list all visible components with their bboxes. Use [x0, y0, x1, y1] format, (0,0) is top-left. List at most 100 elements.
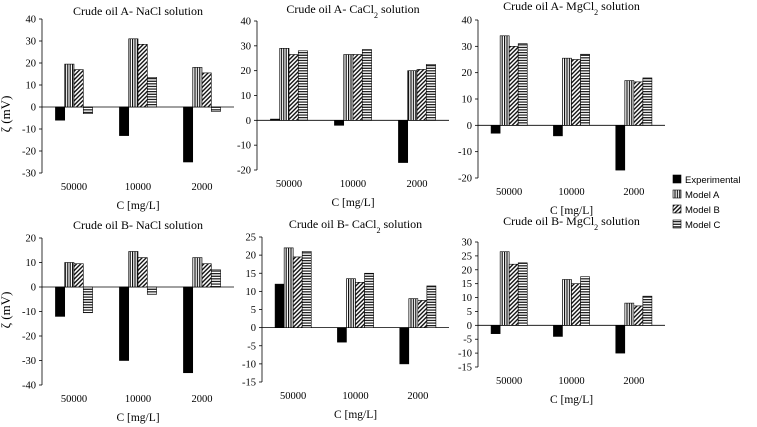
x-tick-label: 50000: [496, 187, 522, 198]
panel-title: Crude oil B- NaCl solution: [73, 218, 203, 232]
y-tick-label: 10: [462, 95, 473, 106]
y-tick-label: 40: [241, 17, 252, 28]
y-tick-label: -5: [463, 335, 472, 346]
y-tick-label: 15: [246, 269, 257, 280]
bar-model-a-10000: [343, 54, 354, 121]
panel-6: Crude oil B- MgCl2 solution -15 -10 -5 0 5 10 1…: [458, 214, 665, 406]
x-tick-label: 2000: [192, 182, 213, 193]
bar-model-b-50000: [73, 263, 84, 288]
bar-model-c-2000: [425, 64, 436, 121]
bar-model-a-2000: [192, 257, 203, 288]
x-tick-label: 50000: [280, 391, 306, 402]
x-axis-label: C [mg/L]: [550, 394, 593, 406]
panel-5: Crude oil B- CaCl2 solution -15 -10 -5 0 5 10 1…: [242, 217, 449, 421]
y-tick-label: 0: [467, 121, 472, 132]
bar-experimental-50000: [55, 286, 66, 317]
y-tick-label: -40: [22, 381, 36, 392]
bar-model-b-10000: [352, 54, 363, 121]
bar-experimental-2000: [615, 325, 626, 354]
x-tick-label: 2000: [407, 391, 428, 402]
bar-experimental-10000: [334, 120, 345, 126]
y-tick-label: 20: [246, 251, 257, 262]
y-tick-label: 10: [26, 258, 37, 269]
bar-model-b-2000: [201, 263, 212, 288]
y-tick-label: 0: [467, 321, 472, 332]
bar-model-a-10000: [562, 279, 572, 326]
bar-model-a-50000: [499, 251, 510, 326]
y-tick-label: 0: [251, 323, 256, 334]
x-tick-label: 50000: [276, 179, 302, 190]
bar-model-c-2000: [426, 285, 437, 328]
bar-model-a-50000: [64, 262, 75, 288]
legend-swatch-experimental: [672, 174, 682, 184]
y-tick-label: 30: [462, 42, 473, 53]
legend: Experimental Model A Model B Model C: [672, 174, 740, 231]
bar-model-a-50000: [283, 247, 294, 328]
x-axis-label: C [mg/L]: [331, 197, 374, 209]
y-tick-label: 0: [31, 283, 36, 294]
y-tick-label: 10: [462, 293, 473, 304]
bar-experimental-10000: [119, 106, 130, 136]
y-tick-label: 25: [462, 251, 473, 262]
bar-model-c-10000: [146, 286, 157, 295]
x-tick-label: 50000: [61, 394, 87, 405]
y-tick-label: 5: [251, 305, 256, 316]
bar-model-c-10000: [364, 272, 374, 328]
y-tick-label: 10: [241, 91, 252, 102]
panel-2: Crude oil A- CaCl2 solution -20 -10 0 10 20 30…: [237, 2, 449, 209]
y-axis-label-top: ζ (mV): [0, 96, 13, 133]
y-tick-label: 15: [462, 279, 473, 290]
bar-model-c-50000: [82, 286, 93, 314]
y-tick-label: 20: [241, 66, 252, 77]
legend-label-model-b: Model B: [685, 205, 720, 216]
y-tick-label: 10: [246, 287, 257, 298]
y-tick-label: -20: [237, 166, 251, 177]
bar-experimental-10000: [337, 327, 347, 343]
bar-model-c-10000: [146, 77, 157, 108]
y-tick-label: -15: [242, 378, 256, 389]
bar-model-a-50000: [499, 35, 510, 126]
y-tick-label: -10: [458, 147, 472, 158]
panel-4: Crude oil B- NaCl solution -40 -30 -20 -10 0 1…: [22, 218, 234, 424]
y-tick-label: 10: [26, 81, 37, 92]
y-tick-label: -10: [242, 359, 256, 370]
bar-model-c-2000: [642, 77, 653, 126]
bar-model-b-10000: [355, 282, 365, 328]
bar-model-c-50000: [517, 262, 528, 326]
y-tick-label: -10: [22, 125, 36, 136]
y-tick-label: 20: [26, 234, 37, 245]
bar-model-c-50000: [301, 251, 312, 328]
panel-title: Crude oil A- NaCl solution: [73, 4, 203, 18]
legend-label-experimental: Experimental: [685, 175, 740, 186]
bar-model-a-2000: [624, 302, 635, 326]
legend-label-model-c: Model C: [685, 220, 721, 231]
bar-model-a-2000: [408, 298, 419, 328]
x-axis-label: C [mg/L]: [550, 205, 593, 217]
y-tick-label: 30: [241, 41, 252, 52]
y-tick-label: -10: [237, 141, 251, 152]
y-tick-label: 0: [31, 103, 36, 114]
panel-title: Crude oil A- MgCl2 solution: [503, 0, 640, 17]
bar-model-c-2000: [210, 106, 221, 112]
x-tick-label: 2000: [407, 179, 428, 190]
y-tick-label: 30: [462, 238, 473, 249]
bar-experimental-50000: [55, 106, 66, 121]
bar-experimental-10000: [119, 286, 130, 361]
y-tick-label: -30: [22, 169, 36, 180]
x-axis-label: C [mg/L]: [116, 200, 159, 212]
bar-experimental-50000: [274, 283, 285, 328]
bar-model-c-2000: [210, 269, 221, 288]
legend-swatch-model-a: [672, 189, 682, 199]
bar-model-b-10000: [571, 59, 581, 126]
bar-model-a-2000: [624, 80, 635, 126]
bar-model-c-50000: [297, 50, 308, 121]
bar-model-b-10000: [137, 257, 148, 288]
bar-experimental-2000: [398, 120, 409, 163]
bar-model-b-2000: [633, 81, 644, 126]
bar-model-a-2000: [192, 67, 203, 108]
x-tick-label: 10000: [558, 187, 584, 198]
y-tick-label: 40: [26, 15, 37, 26]
bar-model-c-10000: [580, 53, 590, 126]
y-tick-label: 30: [26, 37, 37, 48]
